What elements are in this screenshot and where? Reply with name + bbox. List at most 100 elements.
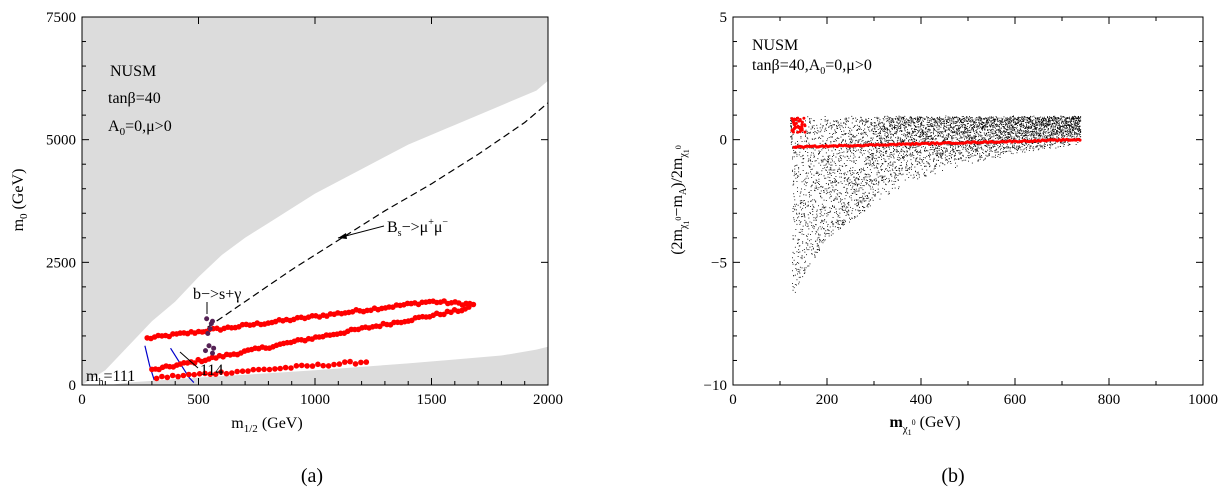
scatter-point: [1039, 134, 1040, 136]
scatter-point: [1003, 124, 1004, 125]
scatter-point: [946, 138, 947, 140]
scatter-point: [882, 146, 884, 148]
scatter-point: [899, 139, 901, 141]
scatter-point: [1012, 153, 1014, 155]
scatter-point: [1027, 145, 1029, 147]
scatter-point: [846, 210, 848, 212]
scatter-point: [792, 270, 793, 272]
scatter-point: [843, 206, 845, 208]
scatter-point: [909, 149, 911, 151]
neutralino-point-band-1: [470, 301, 477, 308]
scatter-point: [796, 203, 797, 205]
scatter-point: [916, 172, 918, 174]
scatter-point: [971, 139, 973, 141]
scatter-point: [852, 139, 854, 141]
scatter-point: [1008, 119, 1010, 121]
scatter-point: [1037, 132, 1039, 134]
scatter-point: [1037, 149, 1039, 151]
scatter-point: [997, 147, 999, 149]
scatter-point: [805, 173, 807, 174]
scatter-point: [835, 208, 837, 210]
scatter-point: [1015, 149, 1017, 151]
scatter-point: [968, 130, 969, 132]
scatter-point: [830, 208, 832, 209]
scatter-point: [806, 247, 807, 249]
scatter-point: [794, 168, 796, 170]
scatter-point: [888, 156, 890, 157]
scatter-point: [890, 130, 892, 132]
scatter-point: [999, 135, 1000, 137]
scatter-point: [945, 129, 947, 131]
scatter-point: [793, 183, 795, 185]
scatter-point: [867, 204, 869, 205]
neutralino-point-band-3: [223, 370, 230, 377]
scatter-point: [1006, 133, 1008, 135]
neutralino-point-band-3: [229, 370, 235, 376]
scatter-point: [973, 125, 975, 127]
scatter-point: [926, 131, 928, 133]
scatter-point: [939, 165, 941, 167]
scatter-point: [823, 192, 825, 193]
scatter-point: [851, 129, 853, 131]
scatter-point: [836, 180, 837, 182]
scatter-point: [833, 124, 835, 125]
scatter-point: [916, 126, 918, 128]
scatter-point: [850, 189, 852, 190]
scatter-point: [790, 120, 792, 121]
scatter-point: [907, 155, 908, 156]
scatter-point: [993, 125, 995, 127]
scatter-point: [803, 205, 805, 206]
scatter-point: [1021, 130, 1023, 132]
scatter-point: [925, 133, 927, 135]
scatter-point: [811, 185, 813, 187]
scatter-point: [1000, 117, 1002, 119]
scatter-point: [817, 249, 819, 251]
scatter-point: [849, 170, 851, 172]
scatter-point: [806, 141, 807, 143]
scatter-point: [913, 155, 915, 156]
scatter-point: [952, 122, 954, 124]
scatter-point: [946, 126, 947, 128]
scatter-point: [896, 140, 898, 142]
scatter-point: [842, 209, 844, 211]
scatter-point: [855, 199, 857, 201]
scatter-point: [862, 210, 863, 211]
scatter-point: [814, 190, 816, 192]
scatter-point: [868, 159, 870, 161]
scatter-point: [880, 141, 881, 143]
scatter-point: [852, 157, 854, 159]
scatter-point: [915, 129, 916, 130]
scatter-point: [1001, 136, 1003, 138]
scatter-point: [811, 222, 813, 224]
scatter-point: [851, 199, 853, 201]
scatter-point: [887, 140, 889, 142]
scatter-point: [870, 137, 872, 139]
scatter-point: [999, 122, 1001, 124]
scatter-point: [1031, 123, 1033, 125]
scatter-point: [900, 141, 902, 143]
scatter-point: [843, 178, 845, 179]
scatter-point: [951, 136, 953, 138]
scatter-point: [1007, 120, 1009, 122]
scatter-point: [863, 132, 865, 133]
scatter-point: [995, 132, 997, 134]
scatter-point: [1010, 128, 1012, 130]
scatter-point: [1049, 121, 1051, 123]
scatter-point: [804, 272, 806, 274]
scatter-point: [1012, 126, 1013, 128]
scatter-point: [869, 199, 871, 201]
scatter-point: [875, 180, 877, 182]
scatter-point: [1040, 116, 1042, 118]
scatter-point: [995, 125, 997, 127]
scatter-point: [842, 224, 844, 225]
scatter-point: [918, 119, 920, 121]
scatter-point: [1033, 135, 1035, 137]
scatter-point: [893, 140, 894, 142]
scatter-point: [1042, 120, 1044, 122]
scatter-point: [1002, 121, 1004, 123]
scatter-point: [891, 139, 893, 141]
scatter-point: [1032, 131, 1034, 132]
scatter-point: [922, 133, 924, 134]
scatter-point: [849, 131, 851, 133]
scatter-point: [803, 273, 805, 274]
